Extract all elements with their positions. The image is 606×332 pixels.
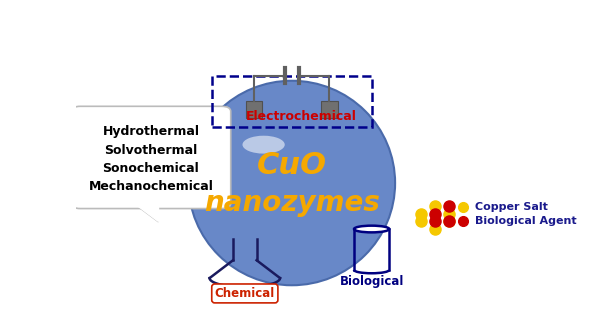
Text: Sonochemical: Sonochemical	[102, 162, 199, 175]
Bar	[321, 101, 338, 118]
Text: nanozymes: nanozymes	[204, 190, 380, 217]
Text: Biological: Biological	[339, 275, 404, 288]
Text: Solvothermal: Solvothermal	[104, 143, 198, 157]
Text: Hydrothermal: Hydrothermal	[102, 125, 199, 138]
FancyBboxPatch shape	[71, 106, 231, 208]
Text: Biological Agent: Biological Agent	[475, 216, 576, 226]
Text: Chemical: Chemical	[215, 287, 275, 300]
Text: CuO: CuO	[257, 151, 327, 180]
Ellipse shape	[242, 136, 285, 154]
Polygon shape	[134, 204, 158, 221]
Bar	[212, 76, 371, 127]
Ellipse shape	[188, 81, 395, 285]
Ellipse shape	[354, 226, 389, 232]
Text: Electrochemical: Electrochemical	[246, 110, 356, 123]
Text: Copper Salt: Copper Salt	[475, 202, 548, 212]
Bar	[246, 101, 262, 118]
Text: Mechanochemical: Mechanochemical	[88, 180, 213, 193]
